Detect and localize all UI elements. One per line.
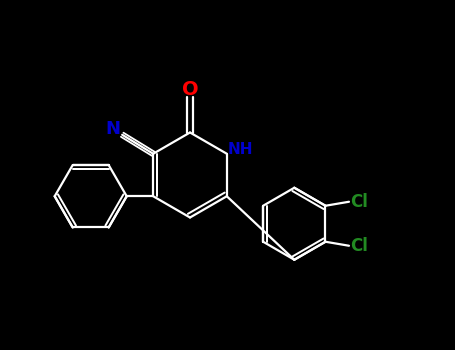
Text: Cl: Cl [350,237,368,255]
Text: NH: NH [228,142,253,157]
Text: O: O [182,80,198,99]
Text: Cl: Cl [350,193,368,211]
Text: N: N [106,120,121,138]
